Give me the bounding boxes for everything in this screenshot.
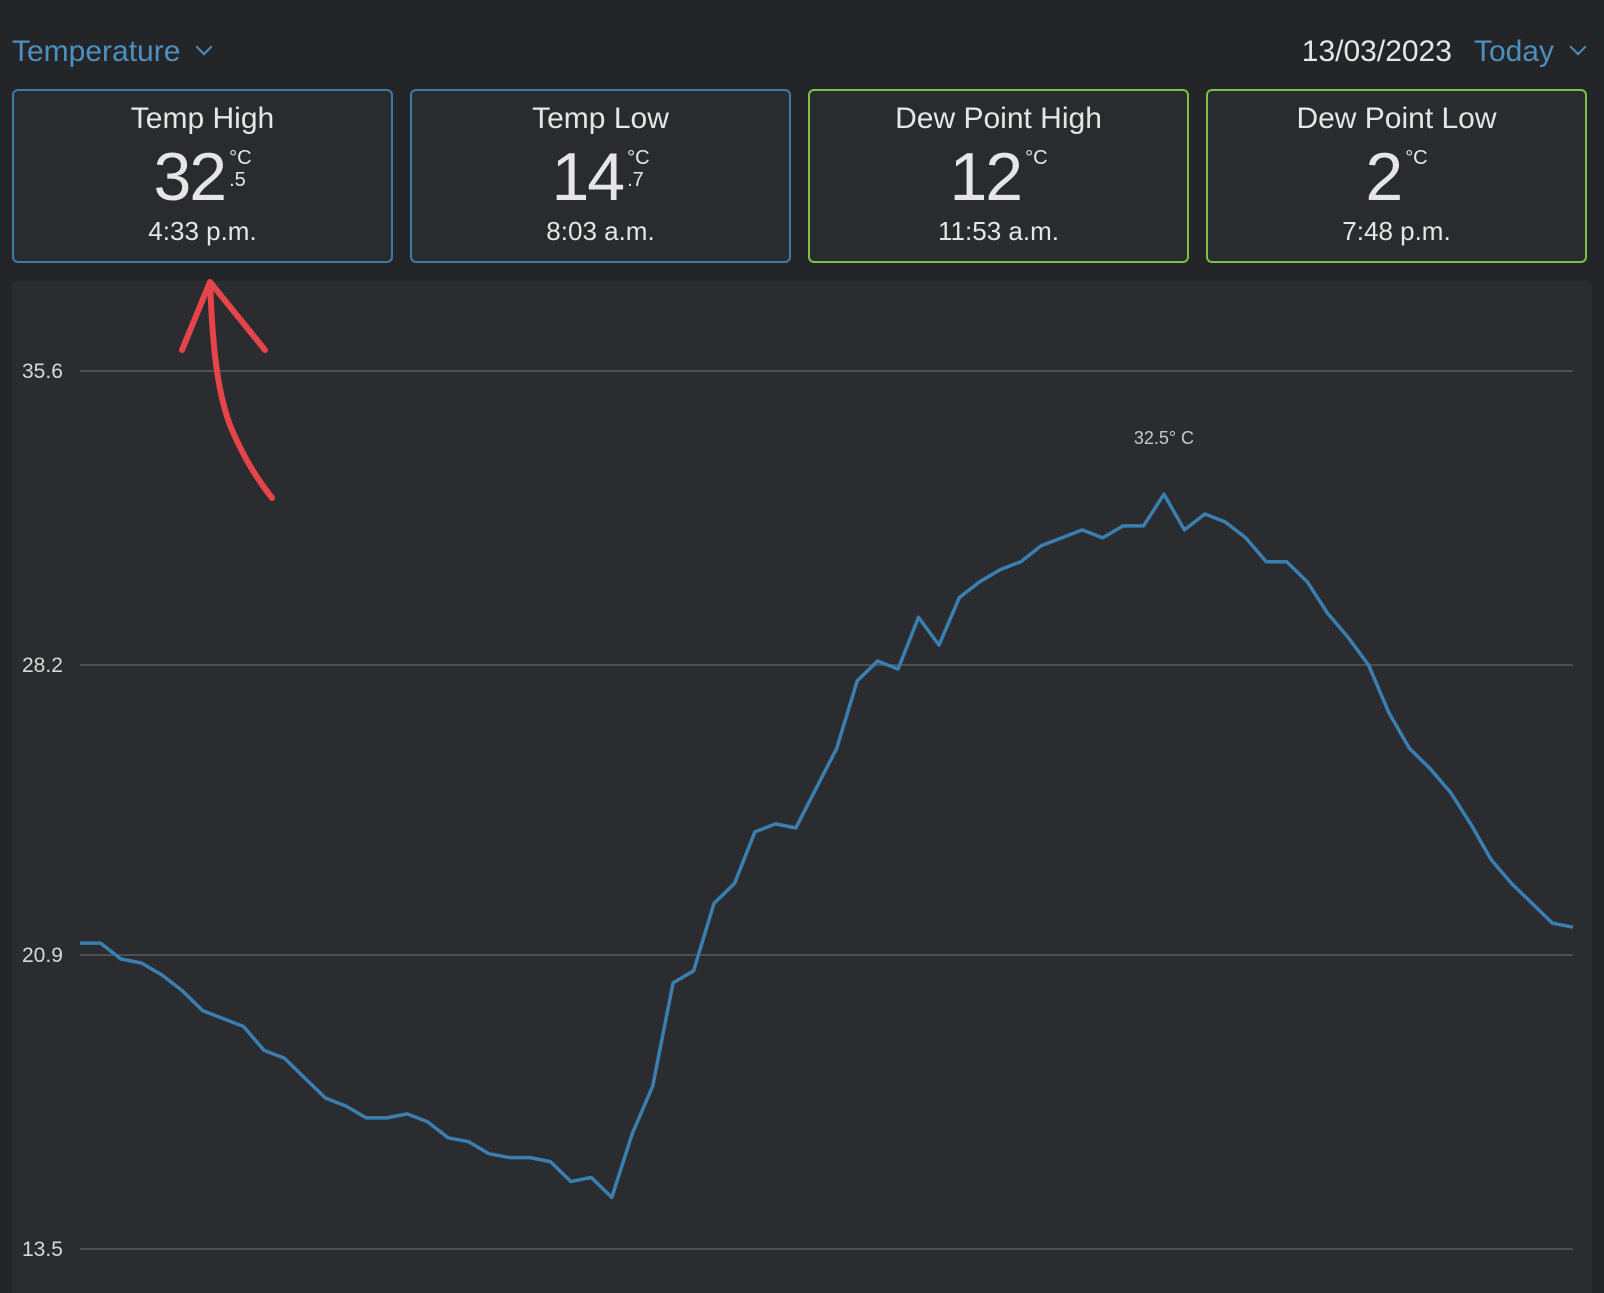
card-value: 32 °C .5 (14, 139, 391, 215)
stat-card: Temp High 32 °C .5 4:33 p.m. (12, 89, 393, 263)
card-title: Temp Low (532, 102, 669, 135)
value-number: 32 (153, 139, 227, 215)
stat-card: Dew Point Low 2 °C 7:48 p.m. (1206, 89, 1587, 263)
stat-card: Dew Point High 12 °C 11:53 a.m. (808, 89, 1189, 263)
card-time: 11:53 a.m. (938, 216, 1059, 246)
range-label: Today (1473, 35, 1554, 68)
date-label: 13/03/2023 (1301, 35, 1452, 68)
date-range: 13/03/2023 Today (1301, 32, 1587, 72)
unit: °C (1025, 147, 1048, 169)
metric-label: Temperature (12, 35, 181, 68)
y-tick-label: 13.5 (22, 1238, 63, 1261)
unit: °C (1405, 147, 1428, 169)
card-time: 7:48 p.m. (1342, 216, 1451, 246)
value-number: 14 (551, 139, 625, 215)
temperature-line (80, 492, 1574, 1200)
card-value: 12 °C (810, 139, 1187, 215)
unit: °C (229, 147, 252, 169)
decimal: .5 (229, 169, 246, 191)
stat-card: Temp Low 14 °C .7 8:03 a.m. (410, 89, 791, 263)
unit: °C (627, 147, 650, 169)
card-title: Temp High (130, 102, 275, 135)
y-tick-label: 20.9 (22, 944, 63, 967)
value-suffix: °C (1025, 147, 1047, 169)
metric-selector[interactable]: Temperature (12, 32, 213, 72)
card-value: 14 °C .7 (412, 139, 789, 215)
value-suffix: °C .7 (627, 147, 649, 191)
card-title: Dew Point Low (1296, 102, 1497, 135)
peak-annotation: 32.5° C (1134, 428, 1194, 448)
card-value: 2 °C (1208, 139, 1585, 215)
value-number: 12 (949, 139, 1023, 215)
range-selector[interactable]: Today (1473, 35, 1587, 68)
y-tick-label: 28.2 (22, 654, 63, 677)
value-suffix: °C (1405, 147, 1427, 169)
value-number: 2 (1365, 139, 1403, 215)
decimal: .7 (627, 169, 644, 191)
card-title: Dew Point High (895, 102, 1102, 135)
chart-panel (12, 281, 1592, 1293)
card-time: 4:33 p.m. (148, 216, 257, 246)
y-tick-label: 35.6 (22, 360, 63, 383)
value-suffix: °C .5 (229, 147, 251, 191)
card-time: 8:03 a.m. (546, 216, 655, 246)
